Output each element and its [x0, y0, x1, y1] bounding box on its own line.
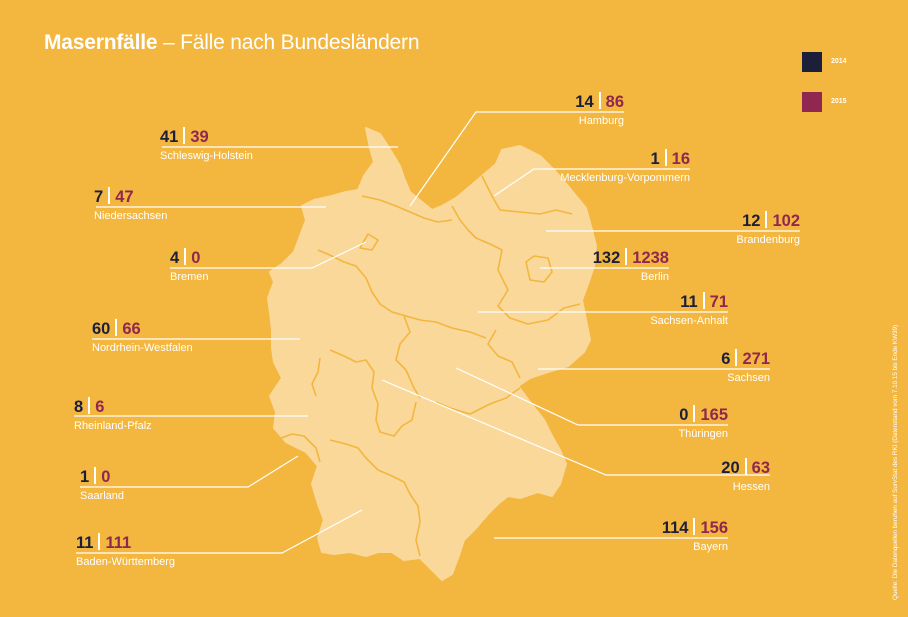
region-sachsen: 6 271 Sachsen: [721, 349, 770, 385]
value-2014: 1: [650, 150, 660, 168]
value-2014: 60: [92, 320, 111, 338]
value-2014: 11: [680, 293, 698, 311]
title-bold: Masernfälle: [44, 31, 158, 54]
region-name: Sachsen-Anhalt: [650, 315, 728, 327]
region-name: Schleswig-Holstein: [160, 150, 253, 162]
value-separator: [115, 319, 118, 336]
value-2015: 63: [751, 459, 770, 477]
region-berlin: 132 1238 Berlin: [593, 248, 669, 284]
region-name: Nordrhein-Westfalen: [92, 342, 193, 354]
value-separator: [183, 127, 186, 144]
value-separator: [184, 248, 187, 265]
leader-lines: [74, 111, 800, 554]
region-schleswig-holstein: 41 39 Schleswig-Holstein: [160, 127, 253, 163]
region-name: Sachsen: [727, 372, 770, 384]
region-name: Bremen: [170, 271, 209, 283]
value-2014: 6: [721, 350, 731, 368]
legend-label-2015: 2015: [831, 98, 847, 105]
region-name: Baden-Württemberg: [76, 556, 176, 568]
value-separator: [88, 397, 91, 414]
region-name: Thüringen: [678, 428, 728, 440]
value-separator: [664, 149, 667, 166]
value-2015: 86: [605, 93, 624, 111]
value-separator: [744, 458, 747, 475]
region-niedersachsen: 7 47 Niedersachsen: [94, 187, 167, 223]
value-2015: 1238: [632, 249, 669, 267]
region-baden-wuerttemberg: 11 111 Baden-Württemberg: [76, 533, 175, 569]
value-2014: 114: [661, 519, 689, 537]
value-2015: 6: [95, 398, 105, 416]
value-separator: [693, 405, 696, 422]
value-separator: [693, 518, 696, 535]
germany-shape: [267, 127, 597, 581]
region-thueringen: 0 165 Thüringen: [678, 405, 728, 441]
value-separator: [94, 467, 97, 484]
value-separator: [625, 248, 628, 265]
region-name: Hamburg: [578, 115, 624, 127]
region-nordrhein-westfalen: 60 66 Nordrhein-Westfalen: [92, 319, 193, 355]
value-2015: 165: [700, 406, 728, 424]
value-2014: 0: [679, 406, 689, 424]
value-2015: 111: [105, 534, 132, 552]
value-separator: [98, 533, 101, 550]
value-2014: 12: [742, 212, 761, 230]
region-name: Rheinland-Pfalz: [74, 420, 152, 432]
value-2014: 1: [80, 468, 90, 486]
legend-swatch-2014: [802, 52, 822, 72]
value-2014: 41: [160, 128, 179, 146]
value-2014: 7: [94, 188, 104, 206]
value-2014: 11: [76, 534, 94, 552]
region-hamburg: 14 86 Hamburg: [575, 92, 624, 128]
value-2014: 14: [575, 93, 594, 111]
region-name: Brandenburg: [736, 234, 800, 246]
value-2015: 47: [115, 188, 134, 206]
legend-label-2014: 2014: [831, 58, 847, 65]
region-hessen: 20 63 Hessen: [721, 458, 770, 494]
value-2015: 102: [772, 212, 800, 230]
region-name: Bayern: [693, 541, 728, 553]
value-2015: 16: [671, 150, 690, 168]
value-separator: [598, 92, 601, 109]
region-brandenburg: 12 102 Brandenburg: [736, 211, 800, 247]
value-2014: 132: [592, 249, 621, 267]
value-2015: 0: [101, 468, 111, 486]
state-borders: [275, 175, 581, 557]
source-note: Quelle: Die Datenquellen beruhen auf Sur…: [892, 324, 899, 600]
page-title: Masernfälle – Fälle nach Bundesländern: [44, 31, 420, 55]
value-2014: 20: [721, 459, 740, 477]
region-bayern: 114 156 Bayern: [662, 518, 728, 554]
value-2015: 71: [709, 293, 728, 311]
region-name: Hessen: [732, 481, 770, 493]
region-sachsen-anhalt: 11 71 Sachsen-Anhalt: [650, 292, 728, 328]
region-mecklenburg-vorpommern: 1 16 Mecklenburg-Vorpommern: [560, 149, 690, 185]
legend-swatch-2015: [802, 92, 822, 112]
value-2014: 8: [74, 398, 84, 416]
value-2015: 39: [190, 128, 209, 146]
region-name: Niedersachsen: [94, 210, 168, 222]
title-rest: – Fälle nach Bundesländern: [157, 31, 420, 54]
region-name: Mecklenburg-Vorpommern: [560, 172, 690, 184]
value-2015: 156: [700, 519, 728, 537]
value-2015: 66: [122, 320, 141, 338]
value-2015: 0: [191, 249, 201, 267]
value-separator: [735, 349, 738, 366]
value-2015: 271: [742, 350, 770, 368]
value-separator: [702, 292, 705, 309]
value-separator: [765, 211, 768, 228]
value-separator: [108, 187, 111, 204]
value-2014: 4: [170, 249, 180, 267]
region-name: Berlin: [640, 271, 669, 283]
region-name: Saarland: [80, 490, 125, 502]
